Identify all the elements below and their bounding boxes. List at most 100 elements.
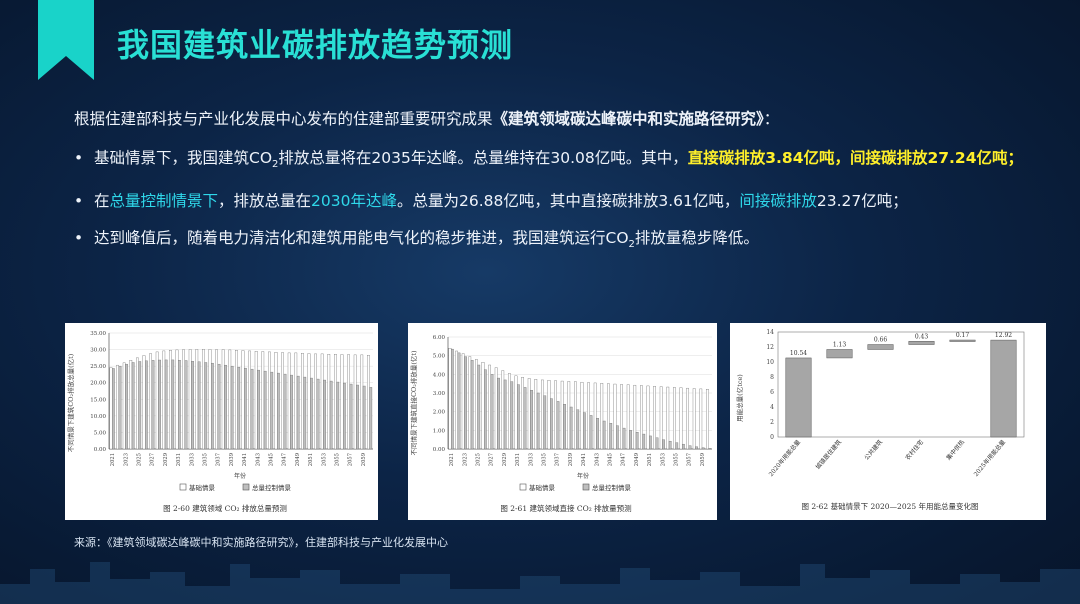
chart1-bar-baseline [215,349,218,450]
chart2-bar-control [681,443,685,450]
chart2-bar-control [563,404,566,450]
chart3-ytick: 2 [770,419,774,426]
bullet2-d: 23.27亿吨； [816,192,908,211]
chart1-xtick: 2025 [137,453,143,466]
chart2-bar-control [602,420,606,450]
chart1-bar-baseline [340,354,344,450]
chart1-bar-baseline [122,362,126,450]
chart1-bar-control [204,362,208,450]
chart2-xtick: 2021 [449,453,455,466]
chart1-bar-baseline [327,354,331,450]
bullet2-b: ，排放总量在 [218,192,312,211]
chart2-bar-control [635,432,639,450]
chart1-ytick: 25.00 [90,364,106,370]
chart2-xtick: 2039 [568,453,574,466]
chart2-bar-control [510,381,514,450]
chart2-bar-baseline [488,364,491,450]
chart1-bar-baseline [136,357,139,450]
chart3-bar [785,357,812,438]
chart3-data-label: 12.92 [995,332,1012,339]
chart1-bar-control [125,363,128,450]
chart1-bar-control [369,387,373,450]
bullet3-sub: 2 [628,239,635,251]
chart1-bar-baseline [287,352,291,450]
chart1-ytick: 5.00 [94,430,107,436]
chart1-bar-baseline [281,352,284,450]
chart3-ytick: 6 [770,389,774,396]
chart2-ytick: 5.00 [433,354,446,360]
chart1-bar-baseline [129,360,133,450]
chart1-bar-control [217,363,221,450]
chart2-xtick: 2047 [621,453,627,466]
bullet2-h3: 间接碳排放 [739,192,817,211]
chart2-bar-baseline [666,386,670,450]
chart2-bar-control [477,364,481,450]
chart2-bar-baseline [475,359,478,450]
chart2-xtick: 2027 [489,453,495,466]
chart2-xtick: 2059 [700,453,706,466]
bullet3-a: 达到峰值后，随着电力清洁化和建筑用能电气化的稳步推进，我国建筑运行CO [94,229,629,248]
chart1-bar-baseline [182,349,185,450]
chart3-ytick: 4 [770,404,774,411]
chart1-bar-control [151,360,155,450]
chart1-bar-baseline [162,350,166,450]
chart1-xtick: 2059 [361,453,367,466]
chart2-bar-control [549,398,553,450]
chart2-bar-baseline [679,387,683,450]
chart1-bar-control [309,377,313,450]
chart2-bar-control [483,369,487,450]
chart1-xtick: 2035 [203,453,209,466]
bullet1-b: 排放总量将在2035年达峰。总量维持在30.08亿吨。其中， [278,149,688,167]
chart1-ylabel: 不同情景下建筑CO₂排放总量(亿t) [66,353,75,452]
chart1-bar-control [138,361,142,450]
chart2-bar-control [675,442,679,450]
chart1-bar-control [270,371,274,450]
bullet2-h1: 总量控制情景下 [109,192,219,211]
chart1-bar-control [362,385,366,450]
chart2-bar-baseline [554,380,557,450]
chart2-bar-baseline [692,388,696,450]
chart2-bar-baseline [613,383,617,450]
chart1-bar-baseline [261,351,265,450]
chart2-xtick: 2051 [647,453,653,466]
chart2-bar-baseline [501,370,505,450]
chart2-bar-baseline [580,381,584,450]
chart1-bar-control [164,359,168,450]
chart2-bar-baseline [448,348,452,450]
chart1-xtick: 2045 [269,453,275,466]
chart3-ytick: 8 [770,374,774,381]
chart1-bar-control [158,359,161,450]
chart2-bar-control [576,409,580,450]
chart3-bar [826,349,853,359]
chart3-category-label: 集中供热 [945,438,967,462]
chart1-bar-control [210,362,214,450]
chart2-bar-control [450,348,454,450]
chart1-bar-control [296,375,300,450]
chart2-legend-control: 总量控制情景 [592,483,632,492]
intro-prefix: 根据住建部科技与产业化发展中心发布的住建部重要研究成果 [74,110,493,128]
direct-emissions-chart: 不同情景下建筑直接CO₂排放量(亿t) 年份 基础情景 总量控制情景 图 2-6… [409,335,712,513]
chart1-legend-swatch-control [242,483,250,491]
chart1-ytick: 15.00 [90,397,106,403]
chart2-bar-control [523,387,527,450]
chart2-bar-baseline [534,379,538,450]
chart2-bar-control [648,435,652,450]
chart2-bar-baseline [600,383,604,450]
chart1-bar-control [323,379,326,450]
title-bookmark-decoration [38,0,94,80]
chart1-bar-control [131,362,135,450]
chart1-ytick: 30.00 [90,348,106,354]
chart2-bar-control [695,446,698,450]
source-note: 来源：《建筑领域碳达峰碳中和实施路径研究》，住建部科技与产业化发展中心 [74,536,448,549]
chart2-bar-control [701,447,705,450]
chart1-bar-baseline [334,354,337,450]
chart2-bar-control [556,401,560,450]
chart2-xtick: 2053 [660,453,666,466]
chart2-bar-control [668,440,672,450]
chart1-xtick: 2033 [189,453,195,466]
chart2-bar-control [596,418,599,450]
chart1-xtick: 2049 [295,453,301,466]
bullet2-c: 。总量为26.88亿吨，其中直接碳排放3.61亿吨， [397,192,740,211]
chart1-bar-control [250,368,254,450]
chart2-xtick: 2037 [555,453,561,466]
